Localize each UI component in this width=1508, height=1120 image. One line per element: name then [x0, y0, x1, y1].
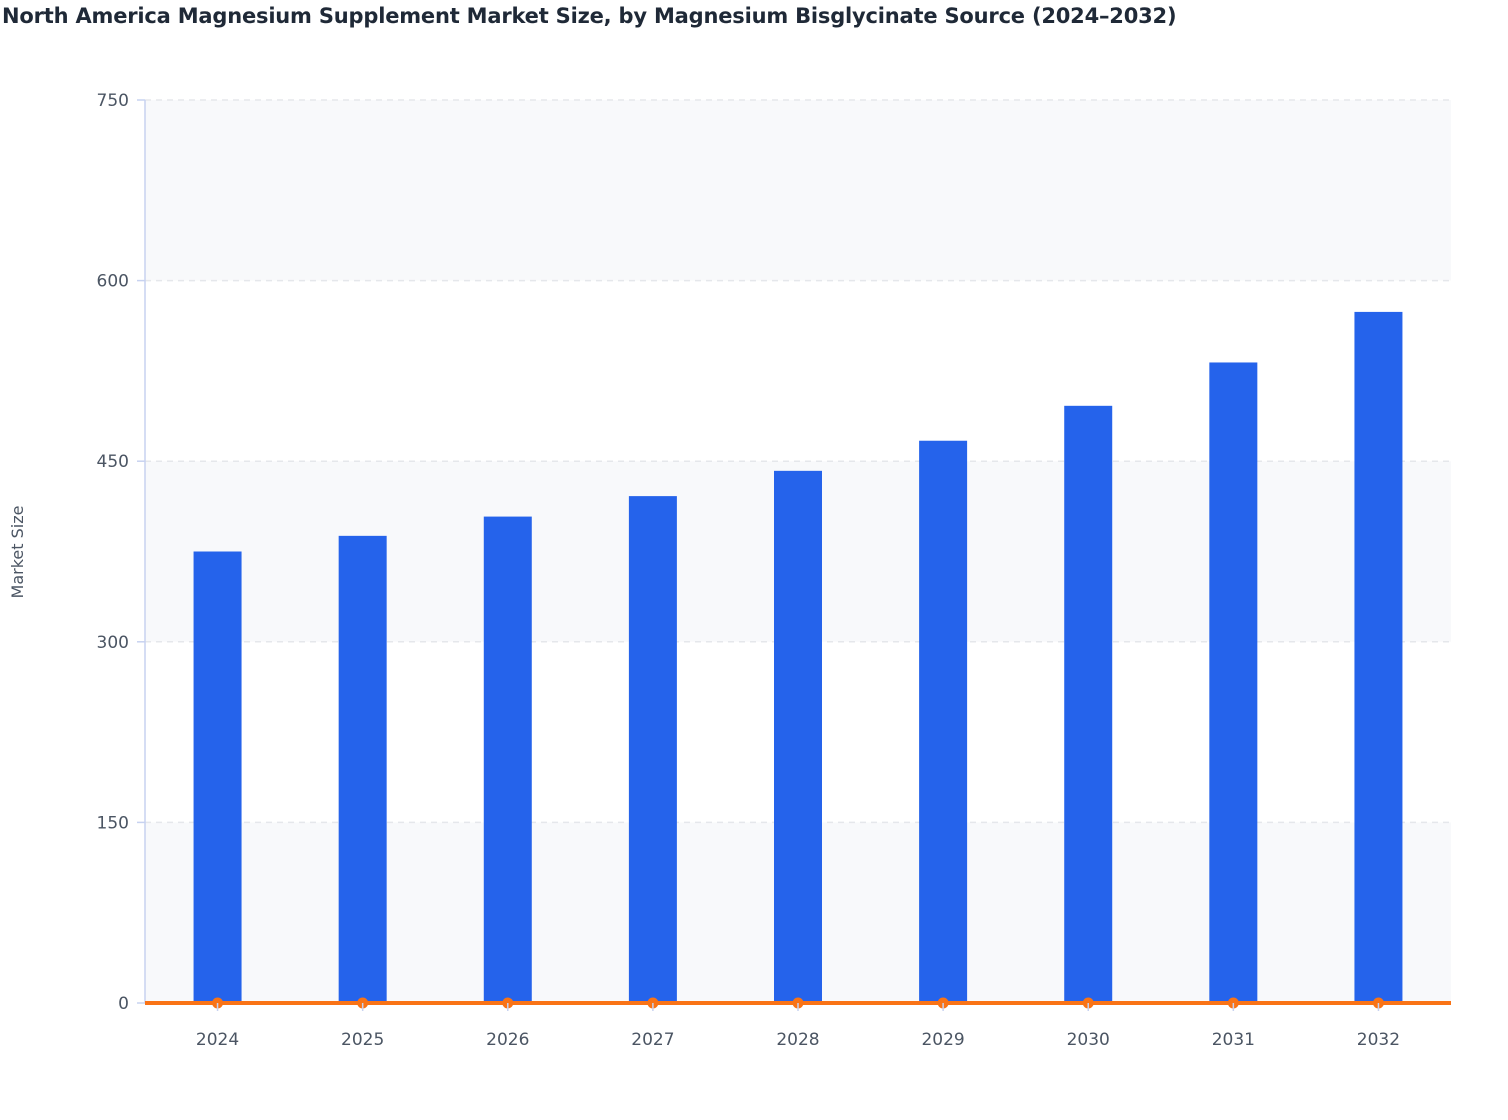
bar-2027: [628, 496, 677, 1003]
x-tick-label: 2031: [1212, 1030, 1255, 1050]
x-tick-label: 2028: [776, 1030, 819, 1050]
bar-2032: [1354, 311, 1403, 1003]
y-tick-label: 0: [118, 994, 129, 1014]
y-tick-label: 600: [97, 272, 129, 292]
bar-2029: [919, 440, 968, 1003]
x-tick-label: 2032: [1357, 1030, 1400, 1050]
bar-2031: [1209, 362, 1258, 1003]
grid-band: [145, 100, 1451, 281]
x-tick-label: 2029: [921, 1030, 964, 1050]
x-tick-label: 2026: [486, 1030, 529, 1050]
x-tick-label: 2027: [631, 1030, 674, 1050]
bar-2026: [483, 516, 532, 1003]
bar-2025: [338, 535, 387, 1003]
y-tick-label: 450: [97, 452, 129, 472]
x-tick-label: 2024: [196, 1030, 239, 1050]
y-tick-label: 300: [97, 633, 129, 653]
y-axis-label: Market Size: [8, 506, 27, 599]
x-tick-label: 2030: [1067, 1030, 1110, 1050]
y-tick-label: 750: [97, 91, 129, 111]
y-tick-label: 150: [97, 813, 129, 833]
chart-title: North America Magnesium Supplement Marke…: [2, 4, 1177, 28]
x-tick-label: 2025: [341, 1030, 384, 1050]
bar-2024: [193, 551, 242, 1003]
bar-2028: [774, 470, 822, 1003]
bar-2030: [1064, 405, 1113, 1003]
